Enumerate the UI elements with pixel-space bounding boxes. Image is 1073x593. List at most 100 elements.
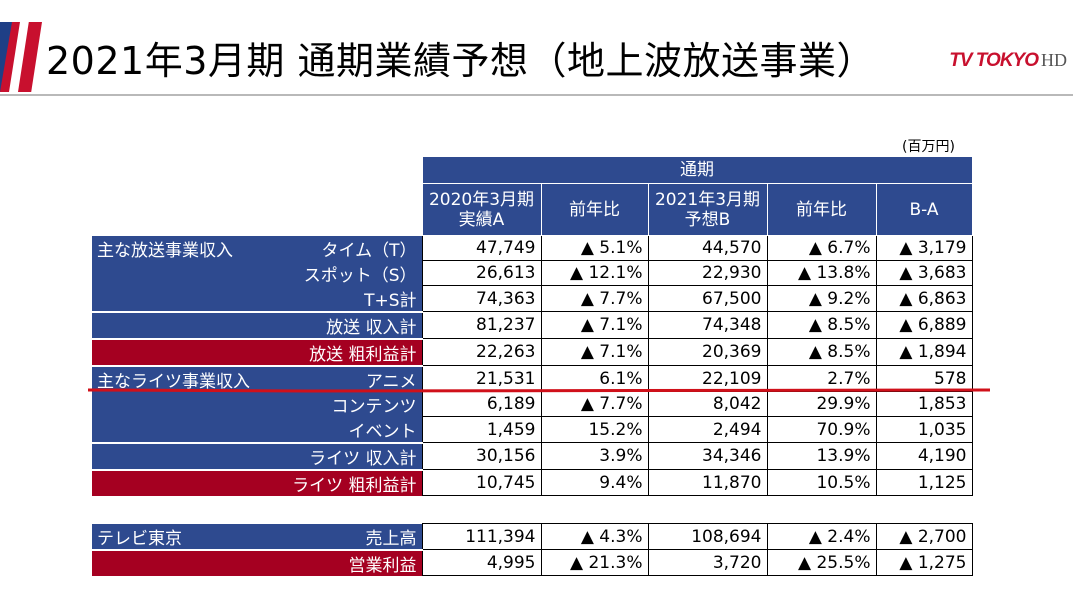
unit-label: (百万円)	[902, 139, 955, 155]
value-cell: 81,237	[421, 311, 542, 339]
value-cell: ▲ 9.2%	[766, 285, 877, 312]
value-cell: 74,348	[647, 311, 768, 339]
forecast-table: 通期 2020年3月期 実績A 前年比 2021年3月期 予想B 前年比 B-A 主…	[92, 156, 973, 576]
value-cell: 22,263	[421, 338, 542, 366]
row-header-cell: ライツ 粗利益計	[92, 468, 422, 496]
table-row: T+S計 74,363 ▲ 7.7% 67,500 ▲ 9.2% ▲ 6,863	[92, 285, 973, 312]
table-row: 主なライツ事業収入 アニメ 21,531 6.1% 22,109 2.7% 578	[92, 364, 973, 392]
row-header-cell: スポット（S）	[92, 260, 422, 286]
row-label: アニメ	[365, 371, 417, 392]
value-cell: ▲ 3,179	[875, 235, 973, 261]
table-row: 放送 粗利益計 22,263 ▲ 7.1% 20,369 ▲ 8.5% ▲ 1,894	[92, 337, 973, 366]
value-cell: ▲ 4.3%	[540, 523, 649, 550]
row-label: イベント	[348, 421, 417, 442]
table-row: 放送 収入計 81,237 ▲ 7.1% 74,348 ▲ 8.5% ▲ 6,889	[92, 310, 973, 339]
value-cell: 3,720	[647, 549, 768, 576]
table-row: テレビ東京 売上高 111,394 ▲ 4.3% 108,694 ▲ 2.4% ▲ 2,7…	[92, 523, 973, 550]
row-label: ライツ 粗利益計	[292, 475, 417, 496]
value-cell: ▲ 3,683	[875, 260, 973, 286]
table-row: 主な放送事業収入 タイム（T） 47,749 ▲ 5.1% 44,570 ▲ 6.7% ▲…	[92, 235, 973, 261]
value-cell: 30,156	[421, 442, 542, 470]
value-cell: 13.9%	[766, 442, 877, 470]
section-label: 主なライツ事業収入	[97, 371, 250, 392]
value-cell: ▲ 2,700	[875, 523, 973, 550]
value-cell: ▲ 13.8%	[766, 260, 877, 286]
row-label: タイム（T）	[321, 240, 417, 261]
title-divider	[0, 94, 1073, 96]
value-cell: 2,494	[647, 416, 768, 443]
table-row: コンテンツ 6,189 ▲ 7.7% 8,042 29.9% 1,853	[92, 391, 973, 417]
value-cell: 10.5%	[766, 469, 877, 496]
value-cell: 6.1%	[540, 365, 649, 392]
value-cell: 74,363	[421, 285, 542, 312]
column-header: 前年比	[540, 183, 649, 236]
row-header-cell: イベント	[92, 416, 422, 443]
value-cell: ▲ 7.7%	[540, 391, 649, 417]
table-row: ライツ 粗利益計 10,745 9.4% 11,870 10.5% 1,125	[92, 468, 973, 496]
value-cell: ▲ 7.7%	[540, 285, 649, 312]
value-cell: ▲ 2.4%	[766, 523, 877, 550]
value-cell: 47,749	[421, 235, 542, 261]
value-cell: 26,613	[421, 260, 542, 286]
value-cell: ▲ 6,863	[875, 285, 973, 312]
value-cell: 1,125	[875, 469, 973, 496]
row-label: スポット（S）	[303, 265, 417, 286]
value-cell: 44,570	[647, 235, 768, 261]
page-title: 2021年3月期 通期業績予想（地上波放送事業）	[46, 39, 875, 83]
value-cell: ▲ 7.1%	[540, 311, 649, 339]
value-cell: 8,042	[647, 391, 768, 417]
row-label: 売上高	[365, 528, 417, 549]
value-cell: 1,459	[421, 416, 542, 443]
row-label: コンテンツ	[331, 396, 417, 417]
logo-text: TV TOKYO	[949, 50, 1039, 71]
value-cell: 29.9%	[766, 391, 877, 417]
value-cell: ▲ 6.7%	[766, 235, 877, 261]
value-cell: 1,035	[875, 416, 973, 443]
row-header-cell: 営業利益	[92, 548, 422, 576]
value-cell: 578	[875, 365, 973, 392]
table-row: スポット（S） 26,613 ▲ 12.1% 22,930 ▲ 13.8% ▲ 3,68…	[92, 260, 973, 286]
column-header: 前年比	[766, 183, 877, 236]
value-cell: 11,870	[647, 469, 768, 496]
row-header-cell: テレビ東京 売上高	[92, 523, 422, 550]
row-header-cell: ライツ 収入計	[92, 441, 422, 470]
row-label: 放送 収入計	[326, 317, 417, 338]
table-row: イベント 1,459 15.2% 2,494 70.9% 1,035	[92, 416, 973, 443]
column-header: B-A	[875, 183, 973, 236]
column-header: 2020年3月期 実績A	[421, 183, 542, 236]
section-label: テレビ東京	[97, 528, 182, 549]
row-header-cell: 放送 収入計	[92, 310, 422, 339]
value-cell: ▲ 7.1%	[540, 338, 649, 366]
row-label: T+S計	[364, 290, 417, 311]
row-header-cell: 主な放送事業収入 タイム（T）	[92, 235, 422, 261]
tv-tokyo-logo: TV TOKYO HD	[949, 50, 1067, 72]
value-cell: 22,109	[647, 365, 768, 392]
value-cell: 21,531	[421, 365, 542, 392]
row-header-cell: コンテンツ	[92, 391, 422, 417]
value-cell: 3.9%	[540, 442, 649, 470]
title-accent-stripe	[18, 22, 42, 92]
value-cell: 2.7%	[766, 365, 877, 392]
value-cell: 22,930	[647, 260, 768, 286]
row-label: 放送 粗利益計	[309, 344, 417, 365]
row-label: ライツ 収入計	[309, 448, 417, 469]
group-header: 通期	[421, 156, 973, 184]
value-cell: 108,694	[647, 523, 768, 550]
row-header-cell: 主なライツ事業収入 アニメ	[92, 364, 422, 392]
value-cell: 4,190	[875, 442, 973, 470]
value-cell: 15.2%	[540, 416, 649, 443]
table-row: 営業利益 4,995 ▲ 21.3% 3,720 ▲ 25.5% ▲ 1,275	[92, 548, 973, 576]
value-cell: 111,394	[421, 523, 542, 550]
value-cell: 70.9%	[766, 416, 877, 443]
value-cell: ▲ 21.3%	[540, 549, 649, 576]
value-cell: 6,189	[421, 391, 542, 417]
value-cell: 10,745	[421, 469, 542, 496]
row-label: 営業利益	[348, 555, 417, 576]
table-row: ライツ 収入計 30,156 3.9% 34,346 13.9% 4,190	[92, 441, 973, 470]
value-cell: ▲ 5.1%	[540, 235, 649, 261]
logo-suffix: HD	[1041, 50, 1067, 70]
value-cell: 34,346	[647, 442, 768, 470]
value-cell: ▲ 1,894	[875, 338, 973, 366]
value-cell: 9.4%	[540, 469, 649, 496]
value-cell: ▲ 8.5%	[766, 311, 877, 339]
